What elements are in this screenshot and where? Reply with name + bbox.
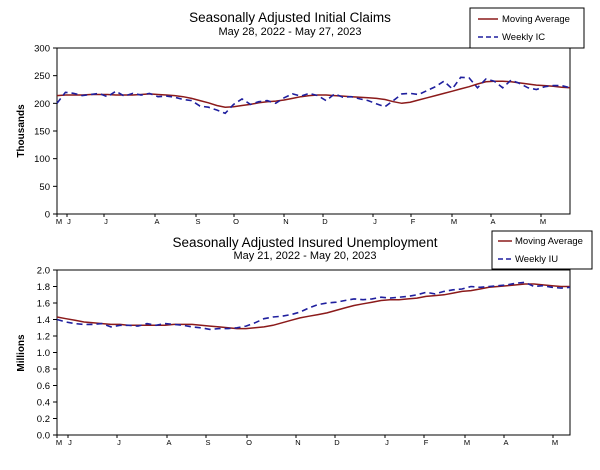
initial-claims-title: Seasonally Adjusted Initial Claims — [189, 10, 391, 25]
insured-unemployment-x-tick-label: M — [464, 438, 470, 447]
initial-claims-x-tick-label: A — [490, 217, 495, 226]
initial-claims-x-tick-label: A — [154, 217, 159, 226]
insured-unemployment-y-tick-label: 0.4 — [37, 398, 50, 409]
initial-claims-x-tick-label: N — [283, 217, 288, 226]
insured-unemployment-y-tick-label: 1.2 — [37, 332, 50, 343]
initial-claims-plot-area — [56, 47, 571, 215]
insured-unemployment-x-tick-label: F — [424, 438, 429, 447]
initial-claims-legend: Moving Average Weekly IC — [469, 7, 585, 49]
insured-unemployment-plot-area — [56, 269, 571, 436]
insured-unemployment-x-tick-label: N — [295, 438, 300, 447]
initial-claims-legend-ma-label: Moving Average — [502, 14, 570, 25]
insured-unemployment-y-tick-label: 1.0 — [37, 348, 50, 359]
initial-claims-x-tick-label: J — [373, 217, 377, 226]
initial-claims-ylabel: Thousands — [16, 104, 27, 158]
initial-claims-y-tick-label: 150 — [34, 127, 50, 138]
insured-unemployment-x-tick-label: D — [334, 438, 340, 447]
insured-unemployment-legend: Moving Average Weekly IU — [491, 230, 593, 270]
insured-unemployment-chart: Seasonally Adjusted Insured Unemployment… — [16, 230, 593, 447]
insured-unemployment-y-tick-label: 0.8 — [37, 365, 50, 376]
initial-claims-legend-box — [469, 7, 585, 49]
initial-claims-x-tick-label: J — [104, 217, 108, 226]
initial-claims-y-tick-label: 300 — [34, 44, 50, 55]
insured-unemployment-x-tick-label: M — [56, 438, 62, 447]
insured-unemployment-x-tick-label: A — [166, 438, 171, 447]
insured-unemployment-x-tick-label: A — [503, 438, 508, 447]
initial-claims-x-tick-label: M — [451, 217, 457, 226]
insured-unemployment-x-tick-label: J — [117, 438, 121, 447]
insured-unemployment-title: Seasonally Adjusted Insured Unemployment — [173, 235, 438, 250]
insured-unemployment-legend-weekly-label: Weekly IU — [515, 254, 558, 265]
insured-unemployment-y-tick-label: 1.6 — [37, 299, 50, 310]
insured-unemployment-y-tick-label: 1.8 — [37, 282, 50, 293]
initial-claims-x-tick-label: M — [56, 217, 62, 226]
initial-claims-x-tick-label: O — [233, 217, 239, 226]
initial-claims-y-tick-label: 200 — [34, 99, 50, 110]
insured-unemployment-x-tick-label: O — [246, 438, 252, 447]
insured-unemployment-weekly-line — [56, 281, 571, 331]
initial-claims-x-tick-label: F — [411, 217, 416, 226]
initial-claims-weekly-line — [56, 76, 571, 115]
insured-unemployment-ylabel: Millions — [16, 334, 27, 372]
initial-claims-y-ticks: 0 50 100 150 200 250 300 — [34, 44, 57, 221]
insured-unemployment-y-tick-label: 0.0 — [37, 431, 50, 442]
initial-claims-y-tick-label: 250 — [34, 71, 50, 82]
insured-unemployment-y-tick-label: 2.0 — [37, 266, 50, 277]
insured-unemployment-y-tick-label: 1.4 — [37, 315, 50, 326]
insured-unemployment-legend-ma-label: Moving Average — [515, 236, 583, 247]
insured-unemployment-y-tick-label: 0.6 — [37, 381, 50, 392]
insured-unemployment-y-tick-label: 0.2 — [37, 414, 50, 425]
initial-claims-legend-weekly-label: Weekly IC — [502, 32, 545, 43]
initial-claims-y-tick-label: 50 — [39, 182, 50, 193]
insured-unemployment-x-tick-label: J — [68, 438, 72, 447]
insured-unemployment-legend-box — [491, 230, 593, 270]
initial-claims-subtitle: May 28, 2022 - May 27, 2023 — [218, 26, 361, 38]
initial-claims-y-tick-label: 0 — [45, 210, 50, 221]
initial-claims-x-tick-label: M — [540, 217, 546, 226]
initial-claims-x-tick-label: J — [67, 217, 71, 226]
insured-unemployment-x-tick-label: S — [205, 438, 210, 447]
initial-claims-x-tick-label: D — [322, 217, 328, 226]
initial-claims-chart: Seasonally Adjusted Initial Claims May 2… — [16, 7, 585, 226]
insured-unemployment-x-tick-label: J — [385, 438, 389, 447]
insured-unemployment-subtitle: May 21, 2022 - May 20, 2023 — [233, 250, 376, 262]
initial-claims-y-tick-label: 100 — [34, 154, 50, 165]
insured-unemployment-moving-average-line — [56, 283, 570, 330]
insured-unemployment-y-ticks: 0.0 0.2 0.4 0.6 0.8 1.0 1.2 1.4 1.6 1.8 2.0 — [37, 266, 57, 442]
initial-claims-x-tick-label: S — [195, 217, 200, 226]
insured-unemployment-x-tick-label: M — [552, 438, 558, 447]
